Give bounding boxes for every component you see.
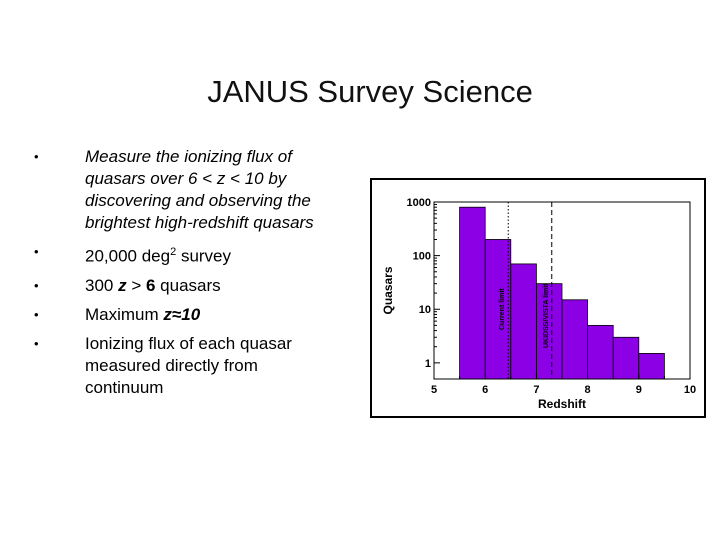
bullet-marker: • <box>34 244 39 259</box>
bullet-text: Measure the ionizing flux of quasars ove… <box>85 147 314 232</box>
y-tick-label: 10 <box>419 304 431 316</box>
bullet-text: quasars <box>155 275 221 295</box>
histogram-bar <box>638 353 665 380</box>
bullet-item: • Measure the ionizing flux of quasars ov… <box>34 146 334 234</box>
y-tick-label: 1000 <box>407 197 431 209</box>
y-tick-label: 1 <box>425 358 431 370</box>
slide-title: JANUS Survey Science <box>207 74 533 109</box>
x-tick-label: 5 <box>431 384 437 396</box>
x-tick-label: 7 <box>533 384 539 396</box>
x-tick-label: 8 <box>585 384 591 396</box>
histogram-bar <box>587 324 614 380</box>
x-tick-label: 6 <box>482 384 488 396</box>
bullet-marker: • <box>34 306 39 322</box>
bullet-marker: • <box>34 149 39 164</box>
y-axis-label: Quasars <box>381 266 395 314</box>
histogram-bar <box>510 263 537 380</box>
x-axis-label: Redshift <box>538 397 586 411</box>
bullet-text: Maximum <box>85 304 164 324</box>
histogram-bar <box>535 283 563 380</box>
bullet-item: • 20,000 deg2 survey <box>34 241 334 268</box>
histogram-bar <box>484 239 512 380</box>
bullet-text: z≈10 <box>163 304 201 324</box>
reference-line-label: Current limit <box>499 288 506 330</box>
bullet-item: • Ionizing flux of each quasar measured d… <box>34 333 334 399</box>
histogram-bar <box>459 206 486 380</box>
bullet-text: > <box>126 275 146 295</box>
reference-line-label: UKIDSS/VISTA limit <box>543 283 550 348</box>
histogram-bar <box>561 299 589 380</box>
y-tick-label: 100 <box>413 251 431 263</box>
chart-frame: Current limit UKIDSS/VISTA limit 5 6 7 8 9 10 1 1… <box>370 178 706 418</box>
bullet-text: Ionizing flux of each quasar measured di… <box>85 333 292 397</box>
bullet-marker: • <box>34 335 39 351</box>
bullet-text: survey <box>176 246 232 266</box>
bullet-item: • Maximum z≈10 <box>34 304 334 326</box>
bullet-item: • 300 z > 6 quasars <box>34 275 334 297</box>
bullet-marker: • <box>34 277 39 293</box>
bullet-text: 6 <box>145 275 156 295</box>
bullet-text: 20,000 deg <box>85 246 171 266</box>
histogram-bar <box>612 336 640 380</box>
bullet-text: 2 <box>170 246 177 258</box>
bullet-list: • Measure the ionizing flux of quasars ov… <box>34 146 334 406</box>
bullet-text: z <box>118 275 127 295</box>
bullet-text: 300 <box>85 275 119 295</box>
x-tick-label: 9 <box>636 384 642 396</box>
x-tick-label: 10 <box>684 384 696 396</box>
